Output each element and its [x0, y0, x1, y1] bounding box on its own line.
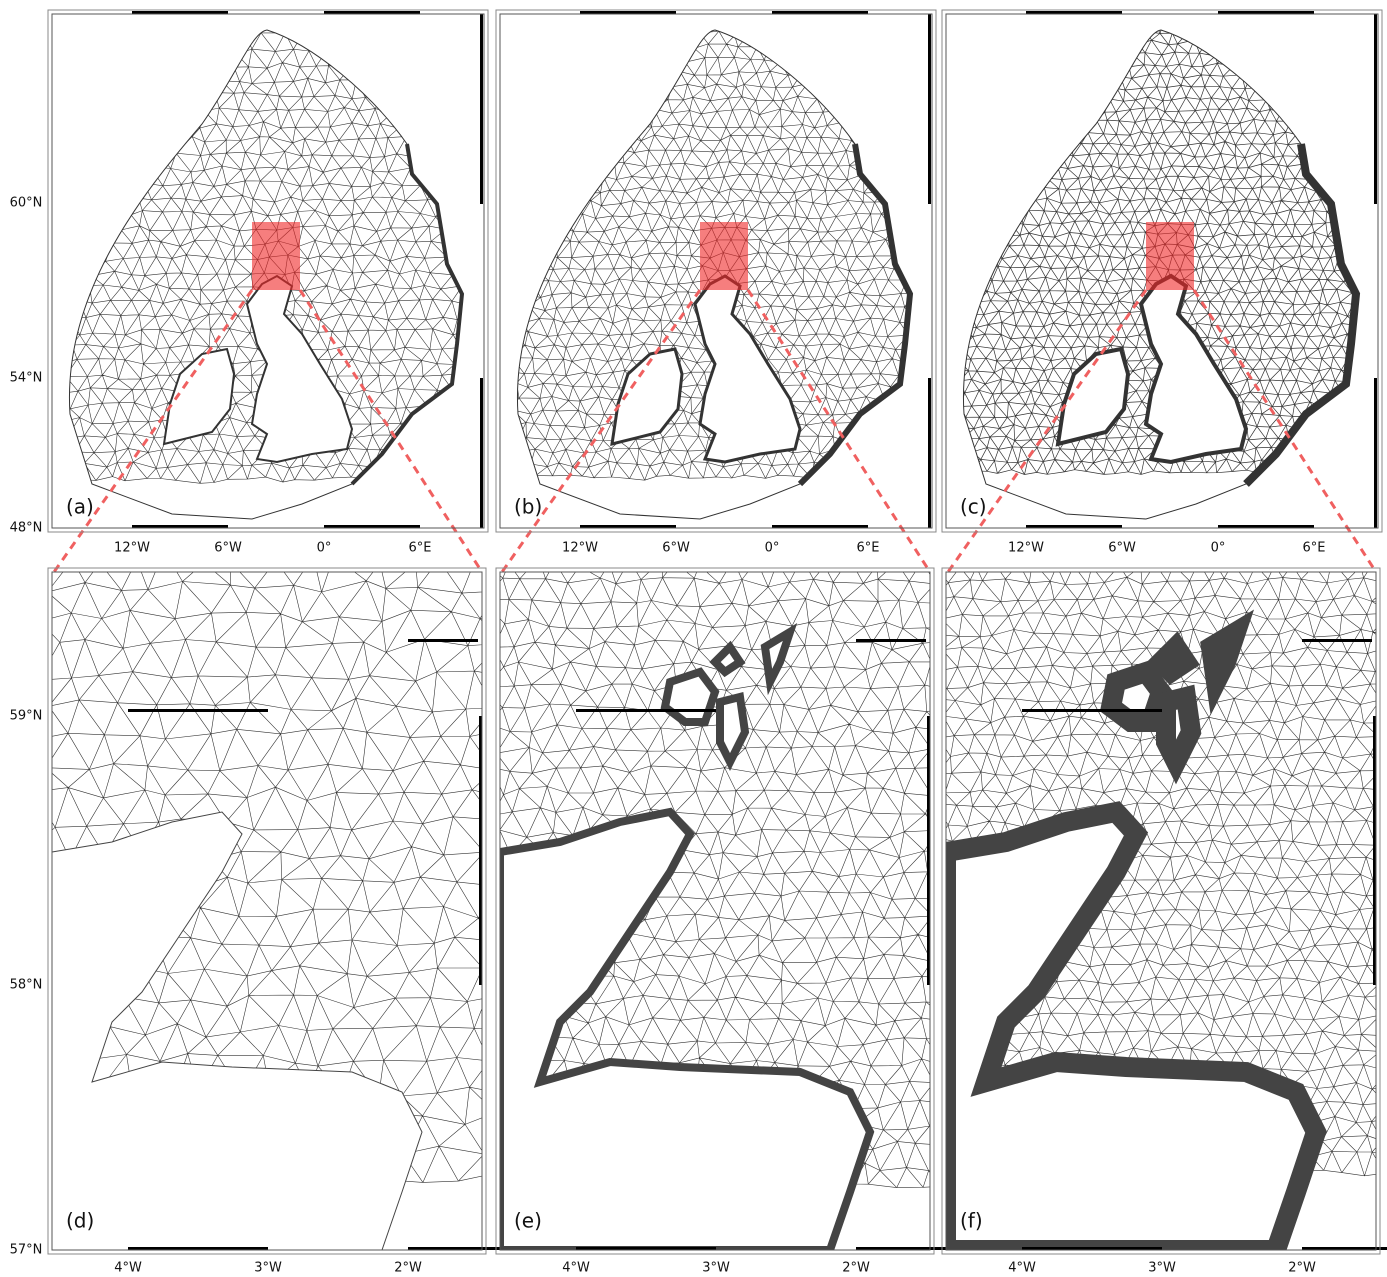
frame-bar: [1302, 639, 1372, 642]
x-tick-label: 3°W: [702, 1261, 730, 1276]
zoom-box: [252, 222, 300, 290]
frame-bar: [856, 639, 926, 642]
panel-label: (a): [66, 495, 94, 519]
zoom-box: [1146, 222, 1194, 290]
x-tick-label: 2°W: [1288, 1261, 1316, 1276]
frame-bar: [928, 378, 931, 528]
top-panel: (b) 12°W 6°W 0° 6°E: [490, 5, 953, 572]
frame-bar: [408, 639, 478, 642]
zoom-box: [700, 222, 748, 290]
frame-bar: [480, 14, 483, 204]
x-tick-label: 2°W: [394, 1261, 422, 1276]
frame-bar: [128, 709, 268, 712]
y-tick-label: 60°N: [10, 196, 43, 211]
x-tick-label: 0°: [765, 541, 780, 556]
x-tick-label: 6°E: [1303, 541, 1326, 556]
land-island: [665, 672, 715, 722]
x-tick-label: 6°W: [1108, 541, 1136, 556]
frame-bar: [1374, 14, 1377, 204]
top-panel: (a) 12°W 6°W 0° 6°E: [39, 3, 515, 572]
x-tick-label: 12°W: [1008, 541, 1044, 556]
panel-label: (b): [514, 495, 542, 519]
x-tick-label: 2°W: [842, 1261, 870, 1276]
bottom-panel: (e) 4°W 3°W 2°W: [483, 558, 996, 1276]
x-tick-label: 3°W: [1148, 1261, 1176, 1276]
top-panel: (c) 12°W 6°W 0° 6°E: [937, 6, 1387, 572]
x-tick-label: 0°: [1211, 541, 1226, 556]
x-tick-label: 4°W: [1008, 1261, 1036, 1276]
y-tick-label: 54°N: [10, 371, 43, 386]
panel-label: (c): [960, 495, 987, 519]
frame-bar: [576, 709, 716, 712]
x-tick-label: 12°W: [562, 541, 598, 556]
figure: (a) 12°W 6°W 0° 6°E (b) 12°W 6°W 0° 6°E (c) 12°W 6°W…: [0, 0, 1387, 1277]
x-tick-label: 3°W: [254, 1261, 282, 1276]
y-tick-label: 48°N: [10, 521, 43, 536]
bottom-panel: (f) 4°W 3°W 2°W: [932, 561, 1387, 1276]
frame-bar: [928, 14, 931, 204]
y-tick-label: 58°N: [10, 978, 43, 993]
panel-label: (f): [960, 1209, 983, 1233]
panel-label: (d): [66, 1209, 94, 1233]
y-tick-label: 59°N: [10, 709, 43, 724]
x-tick-label: 4°W: [562, 1261, 590, 1276]
frame-bar: [1022, 709, 1162, 712]
land-island: [1161, 647, 1186, 672]
x-tick-label: 6°E: [857, 541, 880, 556]
x-tick-label: 0°: [317, 541, 332, 556]
x-tick-label: 6°W: [214, 541, 242, 556]
land-island: [1111, 672, 1161, 722]
x-tick-label: 4°W: [114, 1261, 142, 1276]
x-tick-label: 6°W: [662, 541, 690, 556]
bottom-panel: (d) 4°W 3°W 2°W: [27, 551, 548, 1276]
land-island: [1166, 697, 1191, 762]
x-tick-label: 12°W: [114, 541, 150, 556]
panel-label: (e): [514, 1209, 542, 1233]
frame-bar: [480, 378, 483, 528]
y-tick-label: 57°N: [10, 1243, 43, 1258]
x-tick-label: 6°E: [409, 541, 432, 556]
frame-bar: [1374, 378, 1377, 528]
